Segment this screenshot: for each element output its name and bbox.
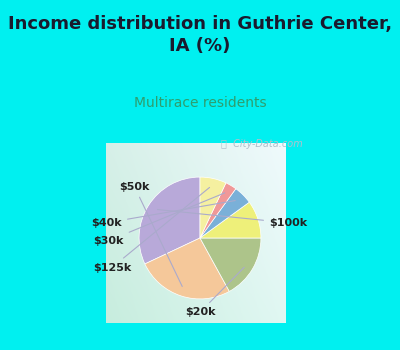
Text: ⓘ  City-Data.com: ⓘ City-Data.com [221, 139, 303, 149]
Wedge shape [145, 238, 229, 299]
Wedge shape [200, 183, 236, 238]
Text: Income distribution in Guthrie Center,
IA (%): Income distribution in Guthrie Center, I… [8, 15, 392, 55]
Wedge shape [200, 189, 249, 238]
Text: $40k: $40k [92, 201, 235, 228]
Text: $50k: $50k [120, 182, 182, 287]
Wedge shape [200, 238, 261, 292]
Text: $30k: $30k [94, 193, 225, 246]
Text: $125k: $125k [93, 188, 210, 273]
Text: $20k: $20k [185, 267, 244, 317]
Wedge shape [139, 177, 200, 264]
Wedge shape [200, 177, 226, 238]
Text: $100k: $100k [158, 210, 307, 228]
Text: Multirace residents: Multirace residents [134, 96, 266, 110]
Wedge shape [200, 202, 261, 238]
